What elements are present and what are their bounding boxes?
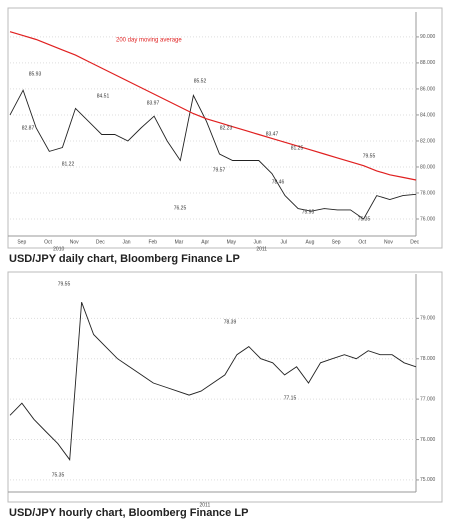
x-tick-label: Sep xyxy=(332,239,341,245)
x-tick-label: Jun xyxy=(253,239,261,245)
annotation: 77.15 xyxy=(284,395,297,401)
x-tick-label: Dec xyxy=(96,239,105,245)
annotation: 84.51 xyxy=(97,93,110,99)
annotation: 85.93 xyxy=(29,71,42,77)
x-tick-label: Oct xyxy=(44,239,52,245)
y-tick-label: 88.000 xyxy=(420,60,436,66)
annotation: 75.35 xyxy=(358,216,371,222)
y-tick-label: 77.000 xyxy=(420,396,436,402)
y-tick-label: 82.000 xyxy=(420,138,436,144)
caption: USD/JPY daily chart, Bloomberg Finance L… xyxy=(9,253,240,265)
year-label: 2010 xyxy=(53,246,64,252)
x-tick-label: Apr xyxy=(201,239,209,245)
annotation: 85.52 xyxy=(194,78,207,84)
annotation: 79.55 xyxy=(58,281,71,287)
year-label: 2011 xyxy=(199,502,210,508)
y-tick-label: 76.000 xyxy=(420,437,436,443)
x-tick-label: Jan xyxy=(123,239,131,245)
annotation: 75.95 xyxy=(302,209,315,215)
annotation: 82.87 xyxy=(22,125,35,131)
x-tick-label: Dec xyxy=(410,239,419,245)
y-tick-label: 90.000 xyxy=(420,34,436,40)
annotation: 83.47 xyxy=(266,131,279,137)
x-tick-label: Sep xyxy=(17,239,26,245)
x-tick-label: May xyxy=(227,239,237,245)
annotation: 78.39 xyxy=(224,319,237,325)
x-tick-label: Nov xyxy=(70,239,79,245)
x-tick-label: Nov xyxy=(384,239,393,245)
x-tick-label: Feb xyxy=(148,239,157,245)
panel xyxy=(7,271,443,503)
y-tick-label: 79.000 xyxy=(420,316,436,322)
annotation: 83.97 xyxy=(147,100,160,106)
x-tick-label: Jul xyxy=(281,239,287,245)
line xyxy=(9,302,417,461)
annotation: 81.22 xyxy=(62,161,75,167)
year-label: 2011 xyxy=(256,246,267,252)
annotation: 81.25 xyxy=(291,145,304,151)
y-tick-label: 78.000 xyxy=(420,356,436,362)
y-tick-label: 78.000 xyxy=(420,190,436,196)
annotation: 78.46 xyxy=(272,179,285,185)
y-tick-label: 86.000 xyxy=(420,86,436,92)
y-tick-label: 80.000 xyxy=(420,164,436,170)
annotation: 75.35 xyxy=(52,472,65,478)
annotation: 82.23 xyxy=(220,125,233,131)
caption: USD/JPY hourly chart, Bloomberg Finance … xyxy=(9,507,248,519)
y-tick-label: 75.000 xyxy=(420,477,436,483)
line xyxy=(9,89,417,220)
x-tick-label: Oct xyxy=(358,239,366,245)
x-tick-label: Mar xyxy=(175,239,184,245)
y-tick-label: 76.000 xyxy=(420,216,436,222)
y-tick-label: 84.000 xyxy=(420,112,436,118)
annotation: 76.25 xyxy=(174,205,187,211)
line xyxy=(9,31,417,181)
annotation: 79.57 xyxy=(213,167,226,173)
series-label: 200 day moving average xyxy=(116,38,182,44)
x-tick-label: Aug xyxy=(305,239,314,245)
annotation: 79.55 xyxy=(363,153,376,159)
